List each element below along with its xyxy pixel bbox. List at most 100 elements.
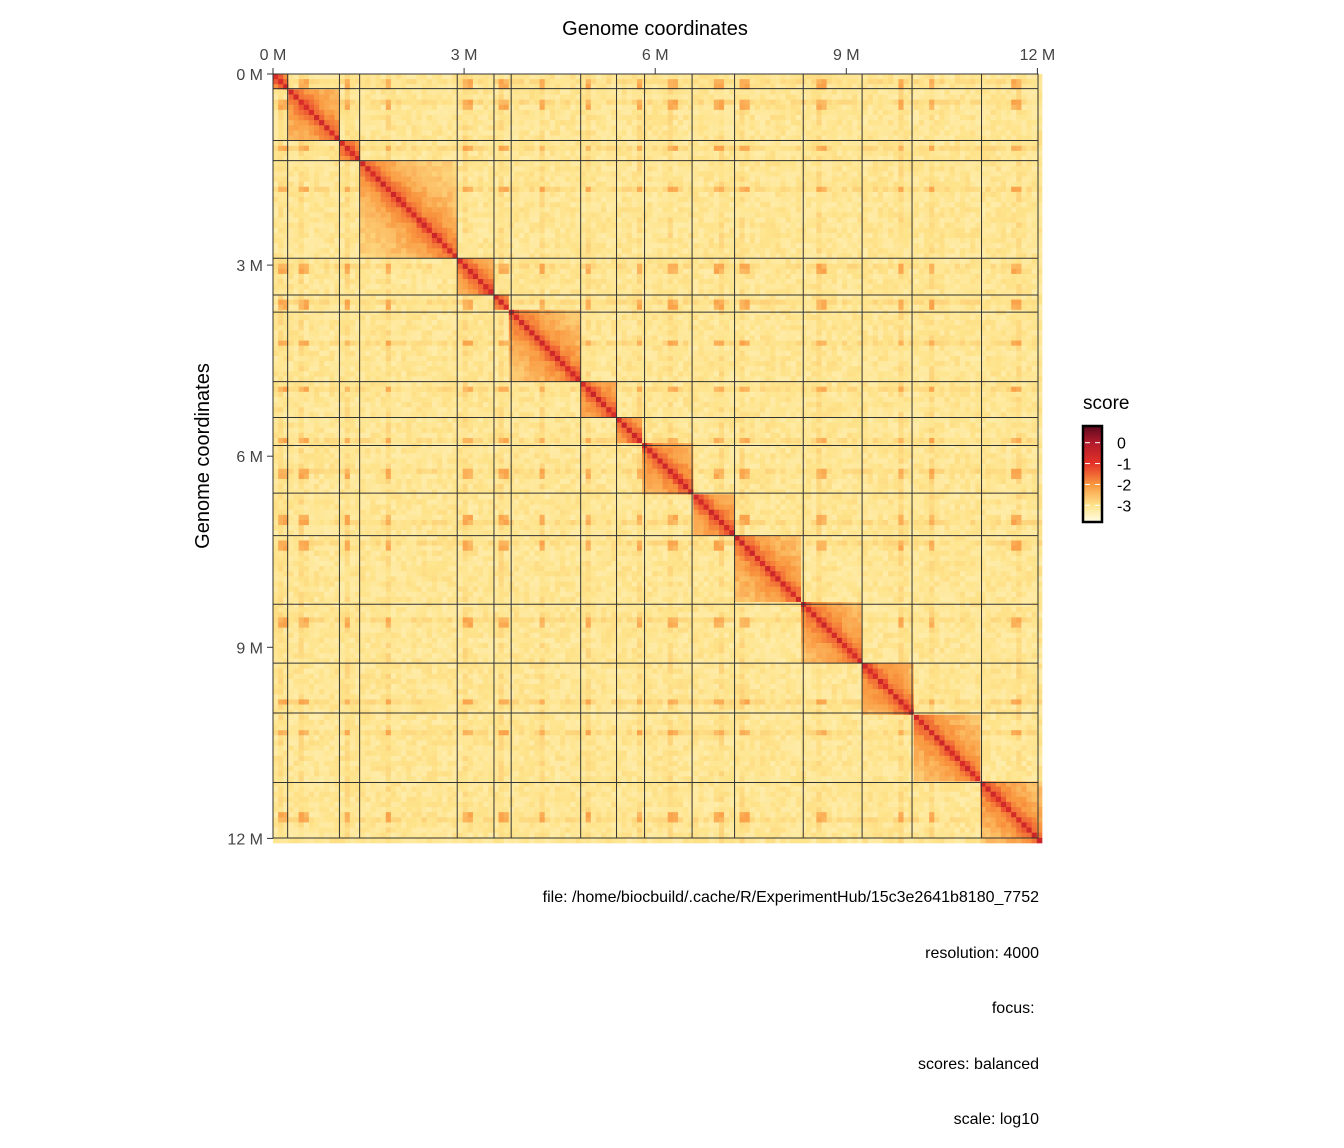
heatmap-cell bbox=[380, 74, 387, 80]
heatmap-cell bbox=[308, 140, 315, 147]
heatmap-cell bbox=[795, 125, 802, 131]
heatmap-cell bbox=[626, 140, 633, 147]
heatmap-cell bbox=[314, 437, 320, 444]
heatmap-cell bbox=[349, 668, 356, 675]
heatmap-cell bbox=[344, 104, 351, 111]
heatmap-cell bbox=[334, 704, 341, 711]
heatmap-cell bbox=[636, 94, 643, 101]
heatmap-cell bbox=[283, 468, 289, 475]
heatmap-cell bbox=[303, 376, 310, 382]
heatmap-cell bbox=[283, 243, 289, 249]
heatmap-cell bbox=[344, 340, 351, 347]
heatmap-cell bbox=[995, 109, 1002, 116]
heatmap-cell bbox=[580, 104, 587, 111]
heatmap-cell bbox=[396, 135, 402, 142]
heatmap-cell bbox=[339, 207, 346, 213]
heatmap-cell bbox=[421, 120, 428, 126]
heatmap-cell bbox=[744, 115, 751, 121]
heatmap-cell bbox=[657, 104, 663, 111]
heatmap-cell bbox=[360, 186, 366, 193]
heatmap-cell bbox=[303, 335, 310, 341]
heatmap-cell bbox=[298, 837, 305, 844]
heatmap-cell bbox=[513, 130, 520, 136]
heatmap-cell bbox=[324, 340, 330, 347]
heatmap-cell bbox=[303, 719, 310, 726]
heatmap-cell bbox=[319, 827, 325, 834]
heatmap-cell bbox=[426, 125, 433, 131]
heatmap-cell bbox=[329, 530, 335, 536]
heatmap-cell bbox=[360, 417, 366, 423]
heatmap-cell bbox=[888, 150, 894, 157]
heatmap-cell bbox=[580, 135, 587, 142]
heatmap-cell bbox=[360, 530, 366, 536]
heatmap-cell bbox=[334, 807, 341, 813]
heatmap-cell bbox=[867, 79, 874, 85]
heatmap-cell bbox=[319, 735, 325, 741]
heatmap-cell bbox=[549, 156, 556, 162]
heatmap-cell bbox=[334, 125, 341, 131]
heatmap-cell bbox=[360, 555, 366, 562]
heatmap-cell bbox=[831, 120, 838, 126]
heatmap-cell bbox=[636, 84, 643, 90]
heatmap-cell bbox=[329, 760, 335, 767]
heatmap-cell bbox=[334, 202, 341, 208]
heatmap-cell bbox=[303, 566, 310, 572]
heatmap-cell bbox=[288, 566, 294, 572]
heatmap-cell bbox=[667, 104, 674, 111]
heatmap-cell bbox=[273, 463, 279, 470]
heatmap-cell bbox=[360, 207, 366, 213]
heatmap-cell bbox=[288, 684, 294, 690]
heatmap-cell bbox=[360, 560, 366, 567]
heatmap-cell bbox=[334, 350, 341, 357]
heatmap-cell bbox=[657, 135, 663, 142]
heatmap-cell bbox=[867, 145, 874, 152]
heatmap-cell bbox=[821, 156, 828, 162]
heatmap-cell bbox=[355, 540, 361, 547]
heatmap-cell bbox=[355, 709, 361, 716]
heatmap-cell bbox=[314, 366, 320, 372]
heatmap-cell bbox=[329, 545, 335, 552]
heatmap-cell bbox=[355, 581, 361, 588]
heatmap-cell bbox=[949, 94, 956, 101]
heatmap-cell bbox=[560, 79, 566, 85]
heatmap-cell bbox=[734, 130, 740, 136]
heatmap-cell bbox=[621, 161, 628, 167]
heatmap-cell bbox=[544, 130, 551, 136]
heatmap-cell bbox=[811, 140, 817, 147]
heatmap-cell bbox=[355, 678, 361, 685]
heatmap-cell bbox=[790, 140, 797, 147]
heatmap-cell bbox=[462, 74, 469, 80]
heatmap-cell bbox=[288, 279, 294, 285]
heatmap-cell bbox=[308, 653, 315, 659]
heatmap-cell bbox=[324, 684, 330, 690]
heatmap-cell bbox=[975, 99, 981, 106]
heatmap-cell bbox=[765, 74, 771, 80]
heatmap-cell bbox=[329, 432, 335, 439]
heatmap-cell bbox=[539, 135, 546, 142]
heatmap-cell bbox=[360, 622, 366, 629]
heatmap-cell bbox=[334, 135, 341, 142]
heatmap-cell bbox=[288, 678, 294, 685]
heatmap-cell bbox=[390, 135, 397, 142]
heatmap-cell bbox=[708, 140, 715, 147]
heatmap-cell bbox=[349, 171, 356, 177]
heatmap-cell bbox=[790, 156, 797, 162]
heatmap-cell bbox=[575, 125, 581, 131]
heatmap-cell bbox=[283, 560, 289, 567]
heatmap-cell bbox=[355, 766, 361, 772]
heatmap-cell bbox=[703, 156, 710, 162]
heatmap-cell bbox=[308, 632, 315, 639]
heatmap-cell bbox=[888, 145, 894, 152]
heatmap-cell bbox=[355, 494, 361, 500]
heatmap-cell bbox=[698, 145, 704, 152]
heatmap-cell bbox=[949, 140, 956, 147]
heatmap-cell bbox=[360, 94, 366, 101]
heatmap-cell bbox=[278, 617, 284, 623]
heatmap-cell bbox=[467, 145, 474, 152]
heatmap-cell bbox=[283, 766, 289, 772]
heatmap-cell bbox=[519, 74, 525, 80]
heatmap-cell bbox=[329, 207, 335, 213]
heatmap-cell bbox=[385, 125, 392, 131]
heatmap-cell bbox=[1026, 109, 1033, 116]
heatmap-cell bbox=[288, 801, 294, 808]
